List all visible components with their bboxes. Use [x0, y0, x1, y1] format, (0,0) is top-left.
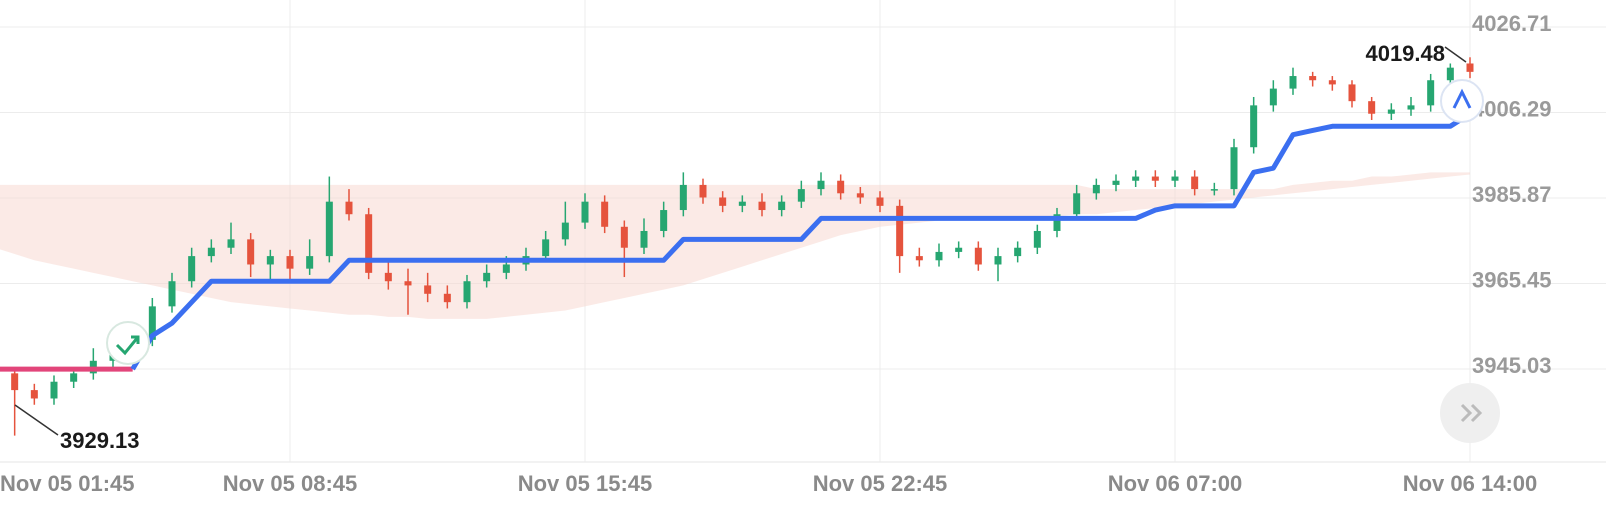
trend-signal[interactable]	[1440, 79, 1484, 123]
candle-body	[70, 373, 78, 382]
candle-body	[1112, 180, 1120, 185]
candle-body	[424, 285, 432, 294]
candle-body	[1151, 176, 1159, 181]
candle-body	[227, 239, 235, 248]
trend-layer	[0, 111, 1472, 372]
candle-body	[581, 201, 589, 223]
candle-body	[286, 256, 294, 269]
candle-body	[483, 272, 491, 282]
candle-body	[1053, 214, 1061, 231]
candle-body	[502, 264, 510, 273]
candle-body	[11, 373, 19, 391]
annotation-leader	[1444, 46, 1467, 63]
candle-body	[837, 180, 845, 194]
candle-body	[640, 230, 648, 248]
band-layer	[0, 172, 1470, 319]
cloud-band	[0, 172, 1470, 319]
candle-body	[1073, 193, 1081, 215]
candle-body	[856, 193, 864, 198]
candle-body	[404, 281, 412, 286]
candle-body	[778, 201, 786, 211]
candle-body	[1132, 176, 1140, 181]
candle-body	[1466, 63, 1474, 72]
candle-body	[365, 214, 373, 273]
y-tick-label: 4026.71	[1472, 11, 1552, 36]
candle-body	[974, 247, 982, 265]
candle-body	[1387, 109, 1395, 114]
candle-body	[1033, 230, 1041, 248]
candle-body	[1230, 147, 1238, 190]
candle-body	[542, 239, 550, 257]
candle-body	[601, 201, 609, 227]
candle-body	[994, 256, 1002, 265]
max-annotation: 4019.48	[1365, 41, 1445, 66]
candle-body	[561, 222, 569, 240]
candle-body	[876, 197, 884, 206]
candle-body	[955, 247, 963, 252]
candle-body	[1368, 101, 1376, 114]
candle-body	[148, 306, 156, 340]
x-tick-label: Nov 05 22:45	[813, 471, 948, 496]
candle-body	[306, 256, 314, 269]
candle-body	[679, 184, 687, 211]
x-tick-label: Nov 05 08:45	[223, 471, 358, 496]
candle-body	[30, 390, 38, 399]
candle-body	[1191, 176, 1199, 190]
candle-body	[1014, 247, 1022, 257]
x-tick-label: Nov 06 07:00	[1108, 471, 1243, 496]
y-tick-label: 4006.29	[1472, 96, 1552, 121]
candle-body	[719, 197, 727, 206]
candle-body	[1092, 184, 1100, 194]
y-tick-label: 3945.03	[1472, 353, 1552, 378]
y-tick-label: 3965.45	[1472, 267, 1552, 292]
candle-body	[1348, 84, 1356, 102]
candle-body	[1171, 176, 1179, 181]
candle-body	[660, 210, 668, 231]
trend-line	[130, 111, 1472, 371]
annotation-leader	[14, 404, 59, 436]
candle-body	[817, 180, 825, 190]
candle-body	[1407, 105, 1415, 110]
candle-body	[1446, 67, 1454, 81]
candle-body	[1250, 105, 1258, 148]
candle-body	[443, 293, 451, 303]
min-annotation: 3929.13	[60, 428, 140, 453]
candle-body	[1309, 76, 1317, 81]
candle-body	[1289, 76, 1297, 89]
candle-body	[463, 281, 471, 303]
buy-signal[interactable]	[106, 321, 150, 365]
candle-body	[915, 256, 923, 261]
candle-body	[1328, 80, 1336, 85]
candle-body	[758, 201, 766, 211]
candle-body	[247, 239, 255, 265]
x-tick-label: Nov 06 14:00	[1403, 471, 1538, 496]
candle-body	[50, 381, 58, 399]
scroll-right-button[interactable]	[1440, 383, 1500, 443]
candle-body	[168, 281, 176, 307]
candle-body	[699, 184, 707, 198]
candle-body	[384, 272, 392, 282]
candle-body	[738, 201, 746, 206]
candle-body	[797, 189, 805, 202]
candle-body	[1427, 80, 1435, 106]
x-tick-label: Nov 05 15:45	[518, 471, 653, 496]
candle-body	[266, 256, 274, 265]
labels: 4026.71 4006.29 3985.87 3965.45 3945.03 Nov 0…	[0, 11, 1552, 496]
candle-body	[188, 256, 196, 282]
y-tick-label: 3985.87	[1472, 182, 1552, 207]
candle-body	[896, 205, 904, 257]
x-tick-label: Nov 05 01:45	[0, 471, 135, 496]
candle-body	[345, 201, 353, 215]
candle-body	[620, 226, 628, 248]
candle-body	[325, 201, 333, 257]
candle-body	[1269, 88, 1277, 106]
candle-body	[1210, 189, 1218, 191]
candle-body	[207, 247, 215, 257]
candle-body	[935, 251, 943, 261]
